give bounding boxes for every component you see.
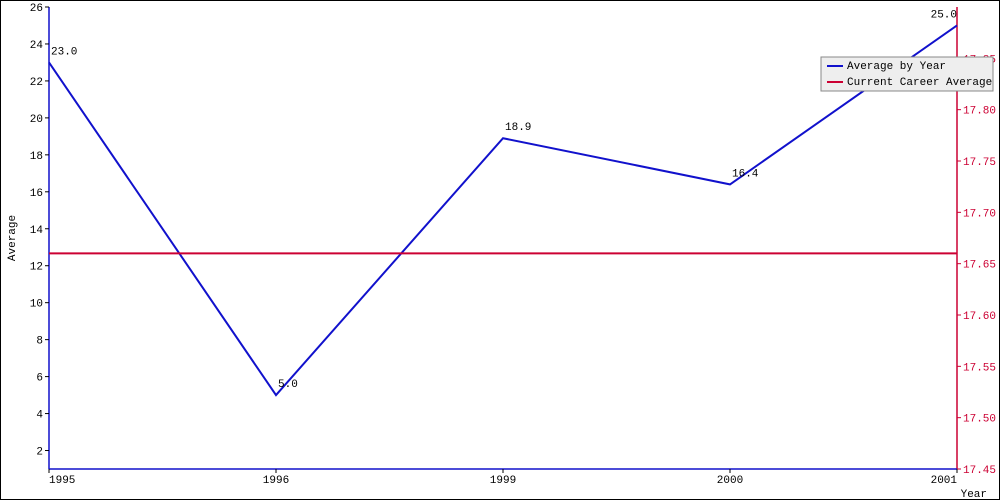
x-axis-label: Year: [961, 489, 987, 499]
chart-svg: 246810121416182022242617.4517.5017.5517.…: [1, 1, 999, 499]
y-left-tick-label: 26: [30, 3, 43, 15]
y-right-tick-label: 17.60: [963, 311, 996, 323]
y-left-tick-label: 18: [30, 151, 43, 163]
y-right-tick-label: 17.45: [963, 465, 996, 477]
data-point-label: 23.0: [51, 46, 77, 58]
y-left-tick-label: 20: [30, 114, 43, 126]
y-right-tick-label: 17.70: [963, 208, 996, 220]
data-point-label: 5.0: [278, 379, 298, 391]
y-right-tick-label: 17.50: [963, 414, 996, 426]
legend-label: Average by Year: [847, 61, 946, 73]
average-by-year-chart: 246810121416182022242617.4517.5017.5517.…: [0, 0, 1000, 500]
x-tick-label: 1995: [49, 475, 75, 487]
x-tick-label: 1996: [263, 475, 289, 487]
y-right-tick-label: 17.80: [963, 106, 996, 118]
data-point-label: 25.0: [931, 9, 957, 21]
data-point-label: 16.4: [732, 168, 759, 180]
x-tick-label: 2000: [717, 475, 743, 487]
y-left-tick-label: 6: [36, 373, 43, 385]
legend-label: Current Career Average: [847, 77, 992, 89]
y-left-tick-label: 24: [30, 40, 44, 52]
x-tick-label: 2001: [931, 475, 958, 487]
y-left-tick-label: 8: [36, 336, 43, 348]
y-right-tick-label: 17.75: [963, 157, 996, 169]
y-left-tick-label: 12: [30, 262, 43, 274]
y-left-tick-label: 14: [30, 225, 44, 237]
y-left-tick-label: 10: [30, 299, 43, 311]
y-right-tick-label: 17.65: [963, 260, 996, 272]
y-left-tick-label: 4: [36, 410, 43, 422]
y-left-tick-label: 2: [36, 447, 43, 459]
y-left-tick-label: 22: [30, 77, 43, 89]
y-axis-label: Average: [7, 215, 19, 261]
y-left-tick-label: 16: [30, 188, 43, 200]
x-tick-label: 1999: [490, 475, 516, 487]
data-point-label: 18.9: [505, 122, 531, 134]
y-right-tick-label: 17.55: [963, 362, 996, 374]
